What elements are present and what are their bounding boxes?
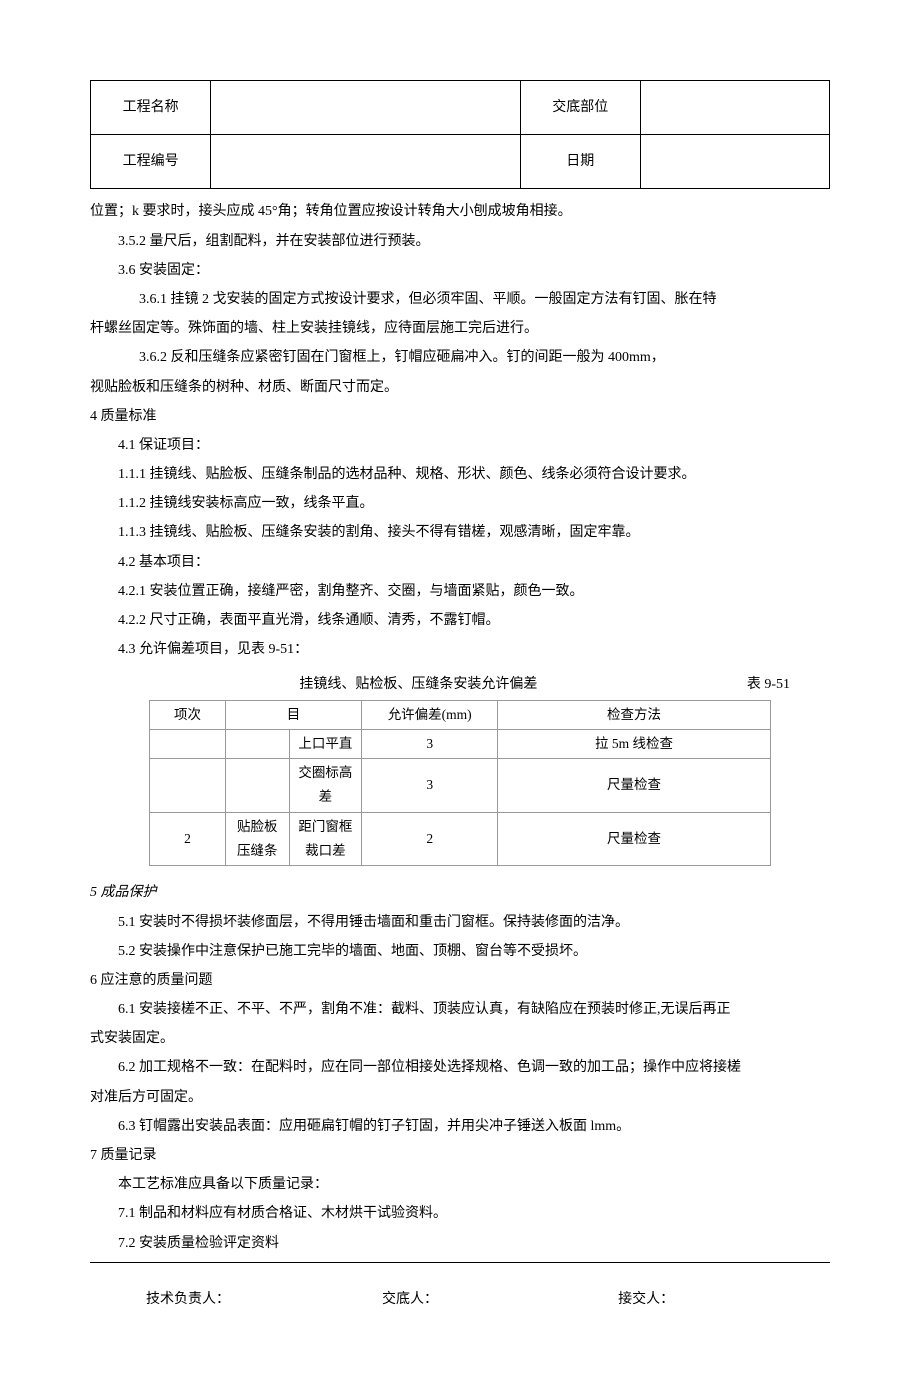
table-row: 2 贴脸板压缝条 距门窗框裁口差 2 尺量检查 <box>150 812 771 866</box>
section-5-title: 5 成品保护 <box>90 880 830 905</box>
body-text-p5: 杆螺丝固定等。殊饰面的墙、柱上安装挂镜线，应待面层施工完后进行。 <box>90 316 830 341</box>
signature-receiver: 接交人： <box>618 1287 823 1312</box>
cell-item <box>225 759 289 813</box>
section-422: 4.2.2 尺寸正确，表面平直光滑，线条通顺、清秀，不露钉帽。 <box>90 608 830 633</box>
cell-item <box>225 729 289 758</box>
signature-presenter: 交底人： <box>382 1287 615 1312</box>
th-deviation: 允许偏差(mm) <box>362 700 498 729</box>
cell-sub: 上口平直 <box>289 729 361 758</box>
cell-sub: 距门窗框裁口差 <box>289 812 361 866</box>
section-61: 6.1 安装接槎不正、不平、不严，割角不准：截料、顶装应认真，有缺陷应在预装时修… <box>90 997 830 1022</box>
cell-dev: 3 <box>362 729 498 758</box>
section-421: 4.2.1 安装位置正确，接缝严密，割角整齐、交圈，与墙面紧贴，颜色一致。 <box>90 579 830 604</box>
divider <box>90 1262 830 1263</box>
section-63: 6.3 钉帽露出安装品表面：应用砸扁钉帽的钉子钉固，并用尖冲子锤送入板面 lmm… <box>90 1114 830 1139</box>
body-text-p4: 3.6.1 挂镜 2 戈安装的固定方式按设计要求，但必须牢固、平顺。一般固定方法… <box>90 287 830 312</box>
tolerance-table: 项次 目 允许偏差(mm) 检查方法 上口平直 3 拉 5m 线检查 交圈标高差… <box>149 700 771 867</box>
section-62: 6.2 加工规格不一致：在配料时，应在同一部位相接处选择规格、色调一致的加工品；… <box>90 1055 830 1080</box>
section-61b: 式安装固定。 <box>90 1026 830 1051</box>
cell-seq <box>150 759 226 813</box>
section-42: 4.2 基本项目： <box>90 550 830 575</box>
section-51: 5.1 安装时不得损坏装修面层，不得用锤击墙面和重击门窗框。保持装修面的洁净。 <box>90 910 830 935</box>
part-value <box>640 81 829 135</box>
cell-seq: 2 <box>150 812 226 866</box>
section-413: 1.1.3 挂镜线、贴脸板、压缝条安装的割角、接头不得有错槎，观感清晰，固定牢靠… <box>90 520 830 545</box>
section-72: 7.2 安装质量检验评定资料 <box>90 1231 830 1256</box>
section-7a: 本工艺标准应具备以下质量记录： <box>90 1172 830 1197</box>
section-62b: 对准后方可固定。 <box>90 1085 830 1110</box>
section-4-title: 4 质量标准 <box>90 404 830 429</box>
project-no-value <box>211 135 520 189</box>
project-name-value <box>211 81 520 135</box>
cell-item: 贴脸板压缝条 <box>225 812 289 866</box>
project-no-label: 工程编号 <box>91 135 211 189</box>
cell-method: 尺量检查 <box>498 759 771 813</box>
table-header-row: 项次 目 允许偏差(mm) 检查方法 <box>150 700 771 729</box>
project-name-label: 工程名称 <box>91 81 211 135</box>
tolerance-table-title: 挂镜线、贴检板、压缝条安装允许偏差 表 9-51 <box>90 672 830 697</box>
th-item: 目 <box>225 700 361 729</box>
section-6-title: 6 应注意的质量问题 <box>90 968 830 993</box>
signatures-row: 技术负责人： 交底人： 接交人： <box>90 1287 830 1312</box>
table-row: 上口平直 3 拉 5m 线检查 <box>150 729 771 758</box>
body-text-p2: 3.5.2 量尺后，组割配料，并在安装部位进行预装。 <box>90 229 830 254</box>
section-7-title: 7 质量记录 <box>90 1143 830 1168</box>
body-text-p3: 3.6 安装固定： <box>90 258 830 283</box>
cell-method: 拉 5m 线检查 <box>498 729 771 758</box>
body-text-p1: 位置；k 要求时，接头应成 45°角；转角位置应按设计转角大小刨成坡角相接。 <box>90 199 830 224</box>
body-text-p7: 视贴脸板和压缝条的树种、材质、断面尺寸而定。 <box>90 375 830 400</box>
section-43: 4.3 允许偏差项目，见表 9-51： <box>90 637 830 662</box>
section-411: 1.1.1 挂镜线、贴脸板、压缝条制品的选材品种、规格、形状、颜色、线条必须符合… <box>90 462 830 487</box>
tolerance-table-number: 表 9-51 <box>747 672 790 697</box>
date-value <box>640 135 829 189</box>
cell-seq <box>150 729 226 758</box>
cell-sub: 交圈标高差 <box>289 759 361 813</box>
cell-dev: 3 <box>362 759 498 813</box>
th-seq: 项次 <box>150 700 226 729</box>
section-52: 5.2 安装操作中注意保护已施工完毕的墙面、地面、顶棚、窗台等不受损坏。 <box>90 939 830 964</box>
section-412: 1.1.2 挂镜线安装标高应一致，线条平直。 <box>90 491 830 516</box>
th-method: 检查方法 <box>498 700 771 729</box>
table-row: 交圈标高差 3 尺量检查 <box>150 759 771 813</box>
body-text-p6: 3.6.2 反和压缝条应紧密钉固在门窗框上，钉帽应砸扁冲入。钉的间距一般为 40… <box>90 345 830 370</box>
part-label: 交底部位 <box>520 81 640 135</box>
cell-method: 尺量检查 <box>498 812 771 866</box>
tolerance-title-text: 挂镜线、贴检板、压缝条安装允许偏差 <box>299 677 537 692</box>
signature-tech-lead: 技术负责人： <box>146 1287 379 1312</box>
section-71: 7.1 制品和材料应有材质合格证、木材烘干试验资料。 <box>90 1201 830 1226</box>
cell-dev: 2 <box>362 812 498 866</box>
date-label: 日期 <box>520 135 640 189</box>
section-41: 4.1 保证项目： <box>90 433 830 458</box>
header-info-table: 工程名称 交底部位 工程编号 日期 <box>90 80 830 189</box>
